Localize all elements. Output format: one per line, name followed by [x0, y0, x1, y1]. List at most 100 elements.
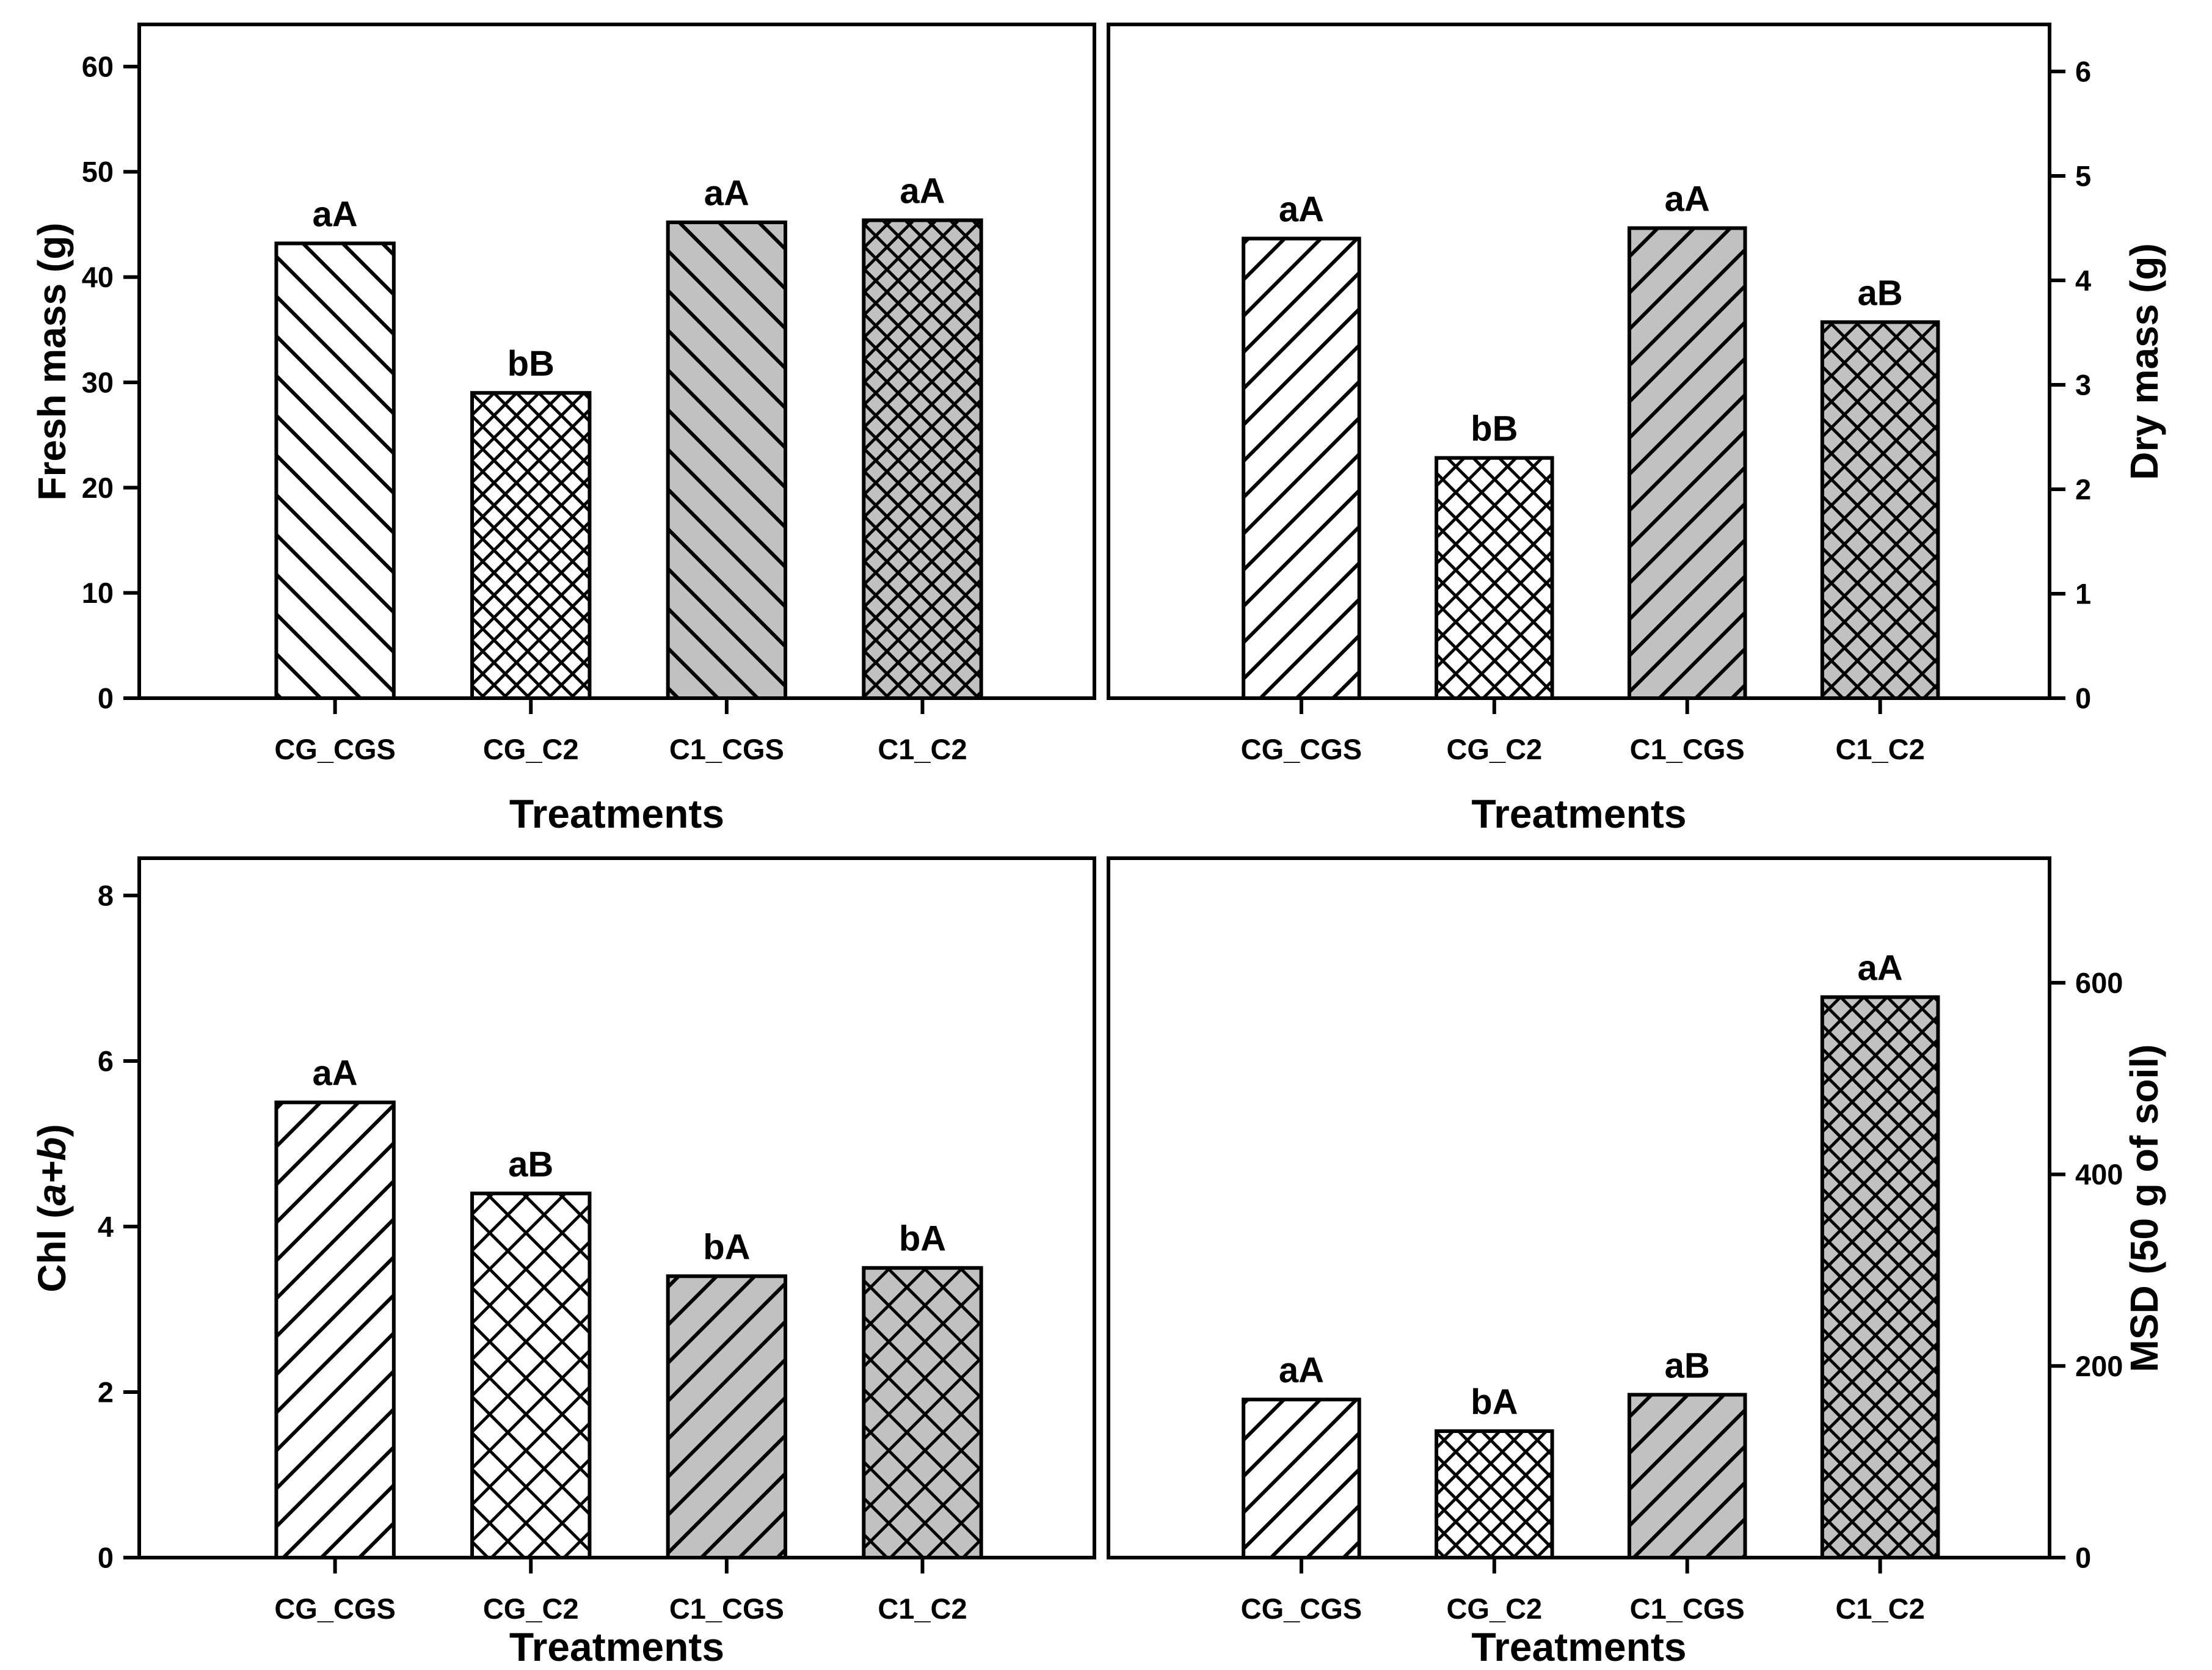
y-tick-label: 10	[82, 577, 114, 609]
significance-letter: aA	[704, 173, 749, 213]
significance-letter: bB	[1471, 409, 1518, 449]
plot-frame	[137, 856, 1096, 1559]
panel-fresh-mass: aA CG_CGS bB CG_C2 aA C1_CGS aA C1_C2 0 10 20 30 40 5…	[0, 0, 1106, 836]
significance-letter: aB	[1665, 1346, 1710, 1385]
bar-CG_C2	[1435, 456, 1554, 701]
significance-letter: aA	[1665, 179, 1710, 219]
msd-y-axis-label: MSD (50 g of soil)	[2122, 1044, 2167, 1372]
dry-mass-x-axis-label: Treatments	[1471, 791, 1687, 836]
fresh-mass-chart: aA CG_CGS bB CG_C2 aA C1_CGS aA C1_C2 0 10 20 30 40 5…	[82, 23, 1096, 765]
significance-letter: aB	[1858, 273, 1903, 313]
msd-x-axis-label: Treatments	[1471, 1624, 1687, 1669]
significance-letter: aB	[508, 1145, 553, 1184]
fresh-mass-y-axis-label: Fresh mass (g)	[29, 222, 75, 500]
x-category-label: C1_C2	[1835, 733, 1924, 765]
bar-C1_CGS	[666, 221, 788, 701]
y-axis-label-text: )	[30, 1123, 74, 1137]
x-category-label: C1_CGS	[1630, 733, 1745, 765]
bar-hatch	[1243, 1399, 1359, 1558]
dry-mass-chart: aA CG_CGS bB CG_C2 aA C1_CGS aB C1_C2 0 1 2 3 4 5 6	[1107, 23, 2091, 765]
bar-hatch	[668, 222, 786, 699]
y-tick-label: 30	[82, 366, 114, 398]
x-category-label: CG_CGS	[1241, 1592, 1362, 1625]
plot-frame	[1107, 856, 2051, 1559]
significance-letter: aA	[1279, 190, 1324, 230]
y-axis-label-text: Dry mass (g)	[2122, 242, 2166, 480]
dry-mass-y-axis-label: Dry mass (g)	[2122, 243, 2167, 480]
y-axis-label-text: MSD (50 g of soil)	[2122, 1044, 2166, 1372]
y-axis-label-text: Fresh mass (g)	[30, 222, 74, 501]
y-tick-label: 2	[98, 1376, 114, 1408]
bar-C1_C2	[1820, 995, 1940, 1559]
y-tick-label: 4	[2075, 264, 2091, 296]
bar-hatch	[276, 1102, 394, 1558]
y-tick-label: 400	[2075, 1158, 2123, 1191]
panel-msd: aA CG_CGS bA CG_C2 aB C1_CGS aA C1_C2 0 200 400 600…	[1106, 834, 2212, 1669]
y-tick-label: 8	[98, 879, 114, 911]
bar-CG_CGS	[274, 1100, 396, 1560]
fresh-mass-x-axis-label: Treatments	[509, 791, 725, 836]
plot-frame	[1107, 23, 2051, 700]
y-axis-label-text: Chl (	[30, 1205, 74, 1293]
bar-C1_C2	[1820, 320, 1940, 700]
y-tick-label: 5	[2075, 159, 2091, 192]
bar-CG_CGS	[274, 241, 396, 701]
bar-hatch	[1822, 322, 1938, 698]
x-category-label: CG_CGS	[274, 733, 396, 765]
significance-letter: bA	[1471, 1382, 1518, 1422]
y-tick-label: 60	[82, 50, 114, 82]
y-tick-label: 4	[98, 1210, 114, 1242]
bar-C1_CGS	[666, 1274, 788, 1559]
y-tick-label: 6	[98, 1045, 114, 1077]
bar-hatch	[864, 1267, 981, 1558]
bar-CG_C2	[470, 391, 592, 700]
bar-hatch	[1629, 228, 1745, 699]
significance-letter: aA	[900, 172, 945, 211]
bar-hatch	[1629, 1395, 1745, 1558]
x-category-label: CG_CGS	[1241, 733, 1362, 765]
bar-CG_C2	[1435, 1429, 1554, 1560]
bar-C1_C2	[862, 1266, 983, 1559]
x-category-label: CG_C2	[483, 733, 579, 765]
y-tick-label: 0	[98, 682, 114, 714]
y-tick-label: 50	[82, 156, 114, 188]
panel-dry-mass: aA CG_CGS bB CG_C2 aA C1_CGS aB C1_C2 0 1 2 3 4 5 6 Dr…	[1106, 0, 2212, 836]
chl-a-b-chart: aA CG_CGS aB CG_C2 bA C1_CGS bA C1_C2 0 2 4 6 8	[98, 856, 1096, 1625]
x-category-label: CG_C2	[1446, 733, 1542, 765]
y-tick-label: 6	[2075, 55, 2091, 87]
bar-CG_CGS	[1242, 236, 1361, 700]
bar-C1_CGS	[1627, 226, 1747, 701]
x-category-label: CG_CGS	[274, 1592, 396, 1625]
significance-letter: aA	[313, 1054, 358, 1093]
bar-C1_CGS	[1627, 1393, 1747, 1559]
bar-hatch	[1436, 458, 1552, 698]
y-tick-label: 20	[82, 472, 114, 504]
x-category-label: C1_C2	[878, 733, 967, 765]
bar-hatch	[1822, 997, 1938, 1558]
significance-letter: aA	[313, 194, 358, 234]
bar-hatch	[472, 393, 590, 698]
x-category-label: C1_CGS	[669, 1592, 784, 1625]
y-tick-label: 0	[2075, 682, 2091, 714]
y-tick-label: 0	[98, 1541, 114, 1573]
plot-frame	[137, 23, 1096, 700]
panel-chl-a-b: aA CG_CGS aB CG_C2 bA C1_CGS bA C1_C2 0 2 4 6 8 Chl …	[0, 834, 1106, 1669]
chl-a-b-x-axis-label: Treatments	[509, 1624, 725, 1669]
bar-C1_C2	[862, 218, 983, 700]
x-category-label: CG_C2	[483, 1592, 579, 1625]
bar-hatch	[1243, 238, 1359, 698]
y-tick-label: 200	[2075, 1350, 2123, 1382]
x-category-label: C1_C2	[1835, 1592, 1924, 1625]
x-category-label: C1_C2	[878, 1592, 967, 1625]
msd-chart: aA CG_CGS bA CG_C2 aB C1_CGS aA C1_C2 0 200 400 600	[1107, 856, 2123, 1625]
y-tick-label: 600	[2075, 966, 2123, 999]
significance-letter: bA	[899, 1219, 946, 1259]
y-tick-label: 2	[2075, 473, 2091, 505]
significance-letter: bB	[508, 344, 555, 384]
significance-letter: aA	[1858, 948, 1903, 988]
significance-letter: aA	[1279, 1351, 1324, 1390]
bar-hatch	[864, 220, 981, 698]
bar-hatch	[668, 1276, 786, 1558]
y-axis-label-text: a+b	[30, 1137, 74, 1206]
